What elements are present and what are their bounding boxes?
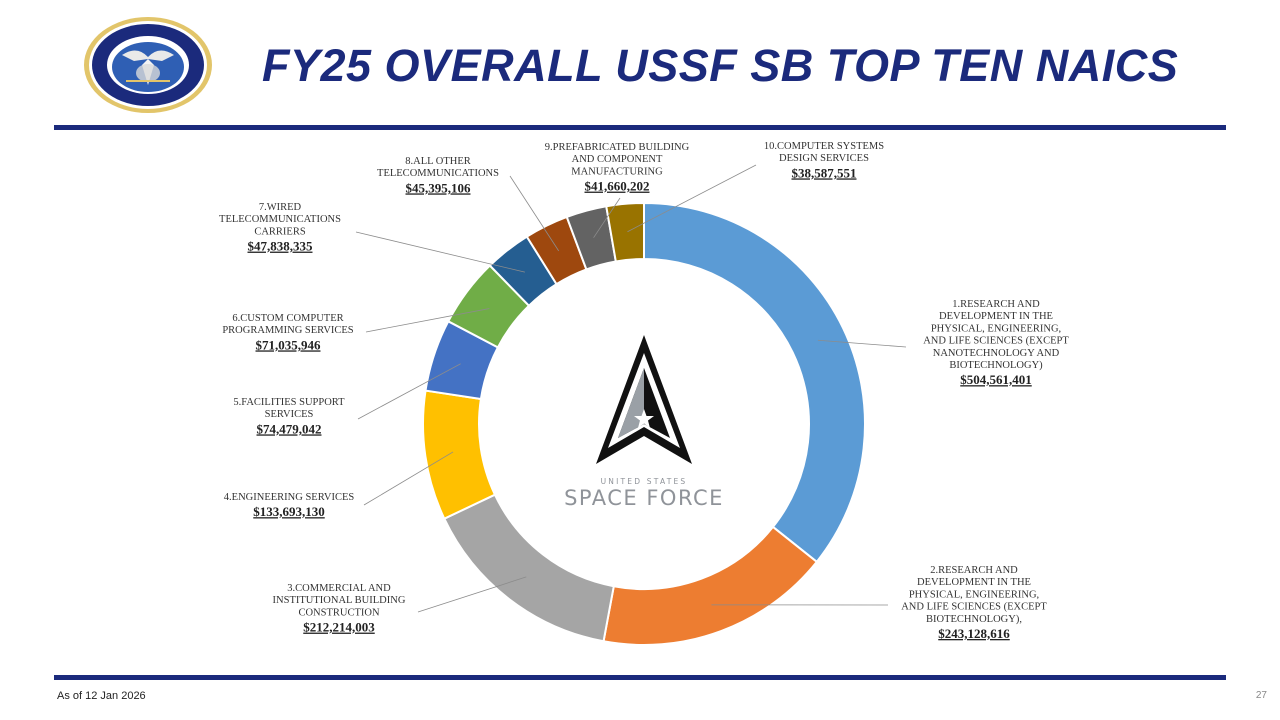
space-force-logo: UNITED STATES SPACE FORCE bbox=[564, 335, 724, 510]
slice-amount-10: $38,587,551 bbox=[792, 165, 857, 180]
leader-line-7 bbox=[355, 231, 525, 273]
footer-divider bbox=[54, 675, 1226, 680]
leader-line-9 bbox=[593, 197, 621, 238]
star-icon bbox=[634, 409, 654, 428]
slice-amount-4: $133,693,130 bbox=[253, 504, 325, 519]
slice-amount-8: $45,395,106 bbox=[406, 180, 472, 195]
donut-slice-3 bbox=[442, 493, 615, 643]
slice-amount-7: $47,838,335 bbox=[248, 239, 314, 254]
page-title: FY25 OVERALL USSF SB TOP TEN NAICS bbox=[262, 40, 1179, 91]
leader-line-10 bbox=[627, 164, 757, 233]
donut-slice-1 bbox=[643, 201, 866, 564]
slice-amount-3: $212,214,003 bbox=[303, 620, 375, 635]
donut-slice-10 bbox=[605, 201, 645, 263]
slice-amount-5: $74,479,042 bbox=[257, 421, 322, 436]
leader-line-1 bbox=[817, 339, 907, 348]
donut-slice-4 bbox=[422, 389, 497, 521]
leader-line-3 bbox=[417, 576, 527, 613]
page-number: 27 bbox=[1255, 690, 1267, 701]
slice-label-9: 9.PREFABRICATED BUILDING AND COMPONENT MAN… bbox=[545, 142, 690, 177]
donut-slices bbox=[422, 201, 866, 646]
leader-line-5 bbox=[357, 363, 461, 420]
footer-date: As of 12 Jan 2026 bbox=[57, 690, 146, 702]
leader-line-8 bbox=[509, 175, 560, 252]
slice-amount-2: $243,128,616 bbox=[938, 626, 1010, 641]
donut-slice-2 bbox=[602, 525, 819, 646]
slice-label-8: 8.ALL OTHER TELECOMMUNICATIONS bbox=[377, 156, 499, 179]
space-force-line2: SPACE FORCE bbox=[564, 486, 724, 510]
slice-label-6: 6.CUSTOM COMPUTER PROGRAMMING SERVICES bbox=[222, 313, 353, 336]
leader-line-6 bbox=[365, 308, 490, 333]
slice-label-10: 10.COMPUTER SYSTEMS DESIGN SERVICES bbox=[764, 141, 884, 164]
slice-label-1: 1.RESEARCH AND DEVELOPMENT IN THE PHYSICAL… bbox=[923, 299, 1069, 371]
slice-labels: 1.RESEARCH AND DEVELOPMENT IN THE PHYSICAL… bbox=[219, 141, 1069, 641]
leader-line-4 bbox=[363, 451, 454, 506]
air-force-seal-logo bbox=[84, 17, 212, 113]
slice-label-2: 2.RESEARCH AND DEVELOPMENT IN THE PHYSICAL… bbox=[901, 565, 1047, 625]
slice-label-5: 5.FACILITIES SUPPORT SERVICES bbox=[233, 397, 345, 420]
slice-amount-9: $41,660,202 bbox=[585, 179, 650, 194]
slice-label-4: 4.ENGINEERING SERVICES bbox=[224, 492, 355, 503]
slice-label-7: 7.WIRED TELECOMMUNICATIONS CARRIERS bbox=[219, 202, 341, 237]
slice-amount-6: $71,035,946 bbox=[256, 337, 322, 352]
slice-amount-1: $504,561,401 bbox=[960, 372, 1032, 387]
slice-label-3: 3.COMMERCIAL AND INSTITUTIONAL BUILDING CO… bbox=[273, 583, 406, 618]
space-force-line1: UNITED STATES bbox=[601, 477, 688, 486]
leader-lines bbox=[355, 164, 907, 613]
header-divider bbox=[54, 125, 1226, 130]
